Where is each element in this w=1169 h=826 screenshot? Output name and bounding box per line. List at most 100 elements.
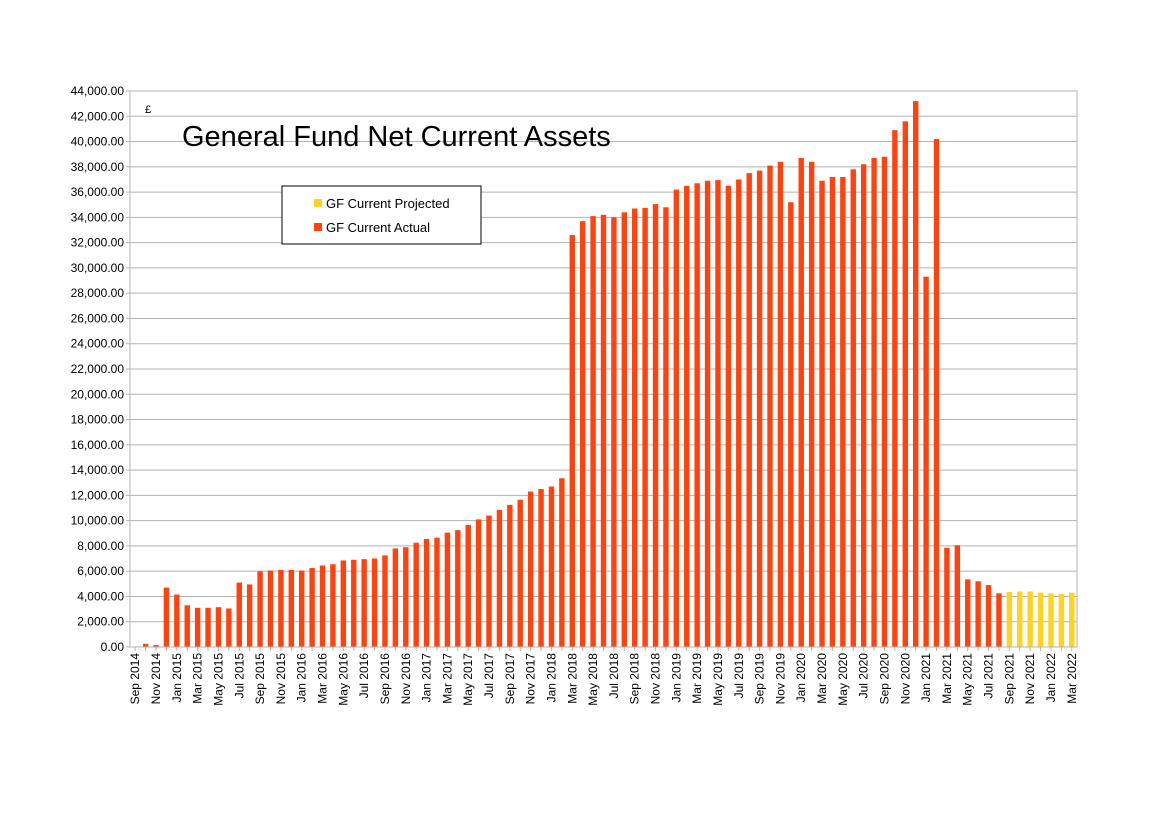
x-tick-label: May 2018 [586, 653, 600, 706]
x-tick-label: Jan 2019 [669, 653, 683, 703]
bar-actual [548, 486, 555, 647]
legend-swatch-projected [314, 199, 322, 207]
bar-actual [881, 156, 888, 647]
bar-actual [621, 212, 628, 648]
bar-actual [475, 519, 482, 647]
bar-actual [455, 530, 461, 647]
bar-actual [933, 139, 940, 647]
bar-actual [715, 180, 721, 647]
x-tick-label: Jul 2017 [482, 653, 496, 699]
x-tick-label: Jul 2016 [357, 653, 371, 699]
bar-actual [632, 208, 638, 647]
x-tick-label: Mar 2021 [940, 653, 954, 704]
y-tick-label: 28,000.00 [71, 286, 125, 300]
x-tick-label: May 2017 [461, 653, 475, 706]
x-tick-label: Nov 2015 [274, 653, 288, 705]
bar-actual [236, 582, 242, 647]
x-tick-label: Jan 2016 [295, 653, 309, 703]
legend-label-projected: GF Current Projected [326, 196, 450, 211]
bar-actual [923, 276, 929, 647]
x-tick-label: Sep 2019 [753, 653, 767, 705]
bar-projected [1027, 591, 1033, 647]
bar-actual [215, 607, 222, 647]
bar-actual [246, 584, 253, 647]
x-tick-label: Sep 2017 [503, 653, 517, 705]
y-tick-label: 36,000.00 [71, 185, 125, 199]
x-tick-label: Jan 2017 [420, 653, 434, 703]
bar-actual [902, 121, 908, 647]
bar-actual [912, 101, 919, 648]
bar-actual [860, 164, 867, 648]
y-tick-label: 2,000.00 [77, 615, 124, 629]
bar-actual [684, 185, 690, 648]
bar-actual [829, 176, 836, 647]
x-tick-label: Mar 2022 [1065, 653, 1079, 704]
legend-swatch-actual [314, 223, 322, 231]
plot-frame [129, 90, 1078, 648]
bar-actual [226, 608, 232, 647]
x-tick-label: Nov 2014 [149, 653, 163, 705]
x-tick-label: May 2016 [336, 653, 350, 706]
bar-actual [736, 179, 742, 648]
bar-actual [756, 170, 763, 648]
bar-actual [642, 207, 648, 648]
y-tick-label: 18,000.00 [71, 413, 125, 427]
bar-actual [808, 161, 815, 647]
x-tick-label: Mar 2016 [316, 653, 330, 704]
x-tick-label: May 2015 [211, 653, 225, 706]
y-tick-label: 10,000.00 [71, 514, 125, 528]
y-tick-label: 38,000.00 [71, 160, 125, 174]
x-tick-label: Sep 2018 [628, 653, 642, 705]
bar-actual [319, 565, 326, 647]
bar-actual [194, 607, 201, 647]
bar-actual [965, 579, 971, 647]
bar-actual [507, 504, 513, 647]
x-tick-label: Mar 2020 [815, 653, 829, 704]
x-tick-label: May 2021 [961, 653, 975, 706]
bar-actual [517, 499, 523, 647]
bar-actual [351, 559, 357, 647]
x-tick-label: Sep 2015 [253, 653, 267, 705]
x-tick-label: Mar 2015 [191, 653, 205, 704]
x-tick-label: Nov 2019 [773, 653, 787, 705]
bar-actual [559, 478, 565, 647]
y-tick-label: 16,000.00 [71, 438, 125, 452]
y-tick-label: 6,000.00 [77, 564, 124, 578]
bar-actual [704, 180, 711, 647]
bar-actual [434, 537, 440, 647]
bar-actual [340, 560, 347, 647]
x-tick-label: Nov 2021 [1023, 653, 1037, 705]
y-tick-label: 14,000.00 [71, 463, 125, 477]
bar-projected [1048, 593, 1054, 647]
bar-actual [299, 570, 305, 647]
x-tick-label: Nov 2018 [649, 653, 663, 705]
y-axis-tick-labels: 0.00 2,000.00 4,000.00 6,000.00 8,000.00 10,0… [71, 84, 125, 654]
bar-actual [694, 183, 700, 647]
x-tick-label: Mar 2017 [440, 653, 454, 704]
bar-actual [788, 202, 794, 647]
bar-projected [1006, 592, 1013, 647]
y-tick-label: 12,000.00 [71, 488, 125, 502]
bar-actual [944, 547, 950, 647]
bar-actual [413, 542, 419, 647]
bar-actual [527, 491, 534, 647]
x-axis-tick-labels: Sep 2014 Nov 2014 Jan 2015 Mar 2015 May 2015… [128, 647, 1079, 706]
bar-actual [267, 570, 274, 647]
y-tick-label: 24,000.00 [71, 337, 125, 351]
x-tick-label: Mar 2018 [565, 653, 579, 704]
y-tick-label: 26,000.00 [71, 311, 125, 325]
y-tick-label: 20,000.00 [71, 387, 125, 401]
legend-box [281, 185, 482, 245]
y-tick-label: 0.00 [101, 640, 125, 654]
bar-actual [403, 547, 409, 647]
bar-actual [985, 585, 992, 647]
bar-actual [163, 587, 170, 647]
x-tick-label: Sep 2016 [378, 653, 392, 705]
bar-actual [142, 643, 149, 647]
x-tick-label: Jul 2015 [232, 653, 246, 699]
bar-actual [288, 569, 295, 647]
x-tick-label: Jan 2018 [544, 653, 558, 703]
x-tick-label: Jul 2019 [732, 653, 746, 699]
bar-actual [663, 207, 669, 647]
